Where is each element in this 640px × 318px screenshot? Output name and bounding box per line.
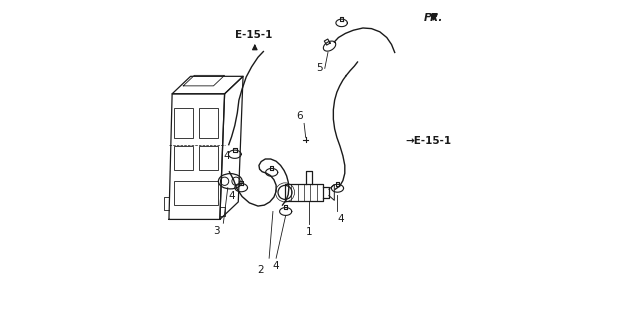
Text: 4: 4	[272, 261, 279, 271]
Text: 4: 4	[337, 214, 344, 224]
Text: 6: 6	[296, 112, 303, 121]
Bar	[198, 146, 218, 170]
Text: FR.: FR.	[424, 13, 443, 24]
Text: 3: 3	[213, 226, 220, 236]
Text: 4: 4	[224, 151, 230, 162]
Text: 4: 4	[228, 190, 235, 201]
Text: 2: 2	[257, 265, 264, 274]
Bar	[174, 146, 193, 170]
Text: 1: 1	[305, 227, 312, 237]
Text: →E-15-1: →E-15-1	[406, 135, 452, 146]
Text: E-15-1: E-15-1	[235, 30, 273, 40]
Bar	[174, 181, 218, 205]
Text: 5: 5	[317, 63, 323, 73]
